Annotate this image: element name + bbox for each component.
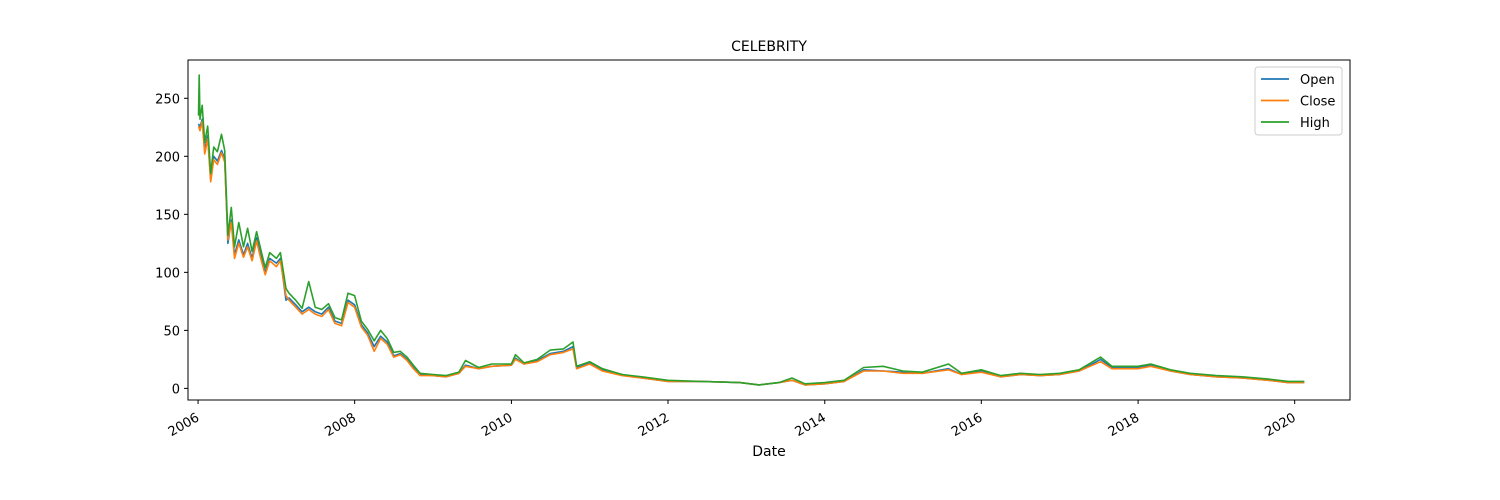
y-tick-label: 250 [155,92,180,107]
legend-box [1254,66,1343,136]
x-tick-label: 2006 [166,410,202,440]
x-tick-label: 2018 [1106,410,1142,440]
series-line-close [197,120,1305,386]
x-tick-label: 2008 [322,410,358,440]
series-line-high [197,74,1305,386]
y-axis: 0 50 100 150 200 250 [155,92,188,397]
y-tick-label: 150 [155,208,180,223]
x-tick-label: 2020 [1263,410,1299,440]
y-tick-label: 50 [163,324,180,339]
legend-label-open: Open [1300,73,1335,88]
legend-label-close: Close [1300,95,1335,110]
y-tick-label: 200 [155,150,180,165]
y-tick-label: 0 [172,382,180,397]
legend: Open Close High [1254,66,1343,136]
series-group [197,74,1305,386]
legend-label-high: High [1300,116,1330,131]
chart-title: CELEBRITY [731,39,807,55]
x-tick-label: 2014 [793,410,829,440]
x-tick-label: 2010 [479,410,515,440]
x-axis-label: Date [752,444,785,460]
series-line-open [197,118,1305,386]
x-tick-label: 2016 [949,410,985,440]
x-tick-label: 2012 [636,410,672,440]
plot-frame [187,59,1351,401]
y-tick-label: 100 [155,266,180,281]
x-axis: 2006 2008 2010 2012 2014 2016 2018 2020 [166,400,1299,440]
